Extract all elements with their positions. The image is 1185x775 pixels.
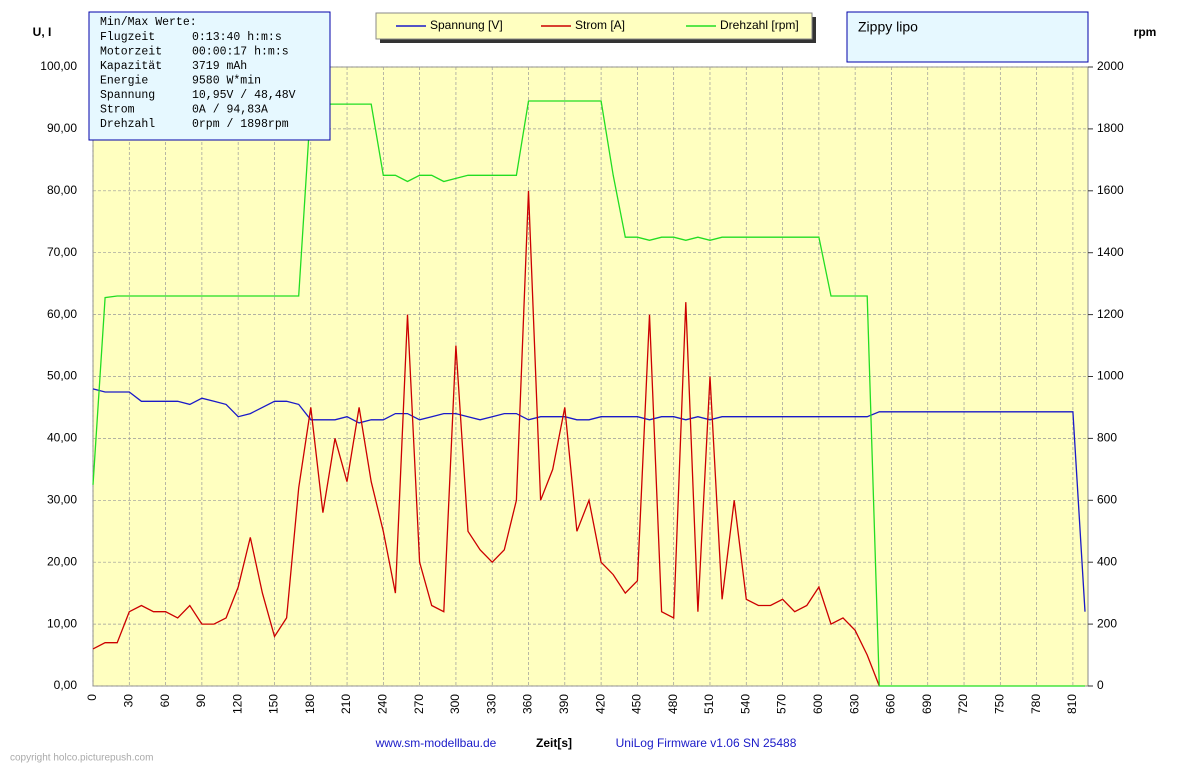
x-tick-label: 750 bbox=[992, 694, 1006, 714]
series-line bbox=[92, 388, 1086, 612]
legend-label: Drehzahl [rpm] bbox=[720, 18, 799, 32]
copyright: copyright holco.picturepush.com bbox=[10, 753, 153, 764]
info-value: 10,95V / 48,48V bbox=[192, 89, 296, 102]
title-box bbox=[846, 11, 1089, 63]
info-value: 9580 W*min bbox=[192, 75, 261, 88]
y-tick-label: 50,00 bbox=[47, 369, 77, 383]
x-tick-label: 480 bbox=[666, 694, 680, 714]
x-tick-label: 720 bbox=[956, 694, 970, 714]
y-tick-label: 10,00 bbox=[47, 616, 77, 630]
info-label: Energie bbox=[100, 75, 148, 88]
y2-tick-label: 1800 bbox=[1097, 121, 1124, 135]
info-label: Spannung bbox=[100, 89, 155, 102]
y2-tick-label: 1600 bbox=[1097, 183, 1124, 197]
y-tick-label: 100,00 bbox=[40, 59, 77, 73]
y2-tick-label: 400 bbox=[1097, 554, 1117, 568]
y2-tick-label: 1400 bbox=[1097, 245, 1124, 259]
x-tick-label: 360 bbox=[521, 694, 535, 714]
info-value: 00:00:17 h:m:s bbox=[192, 46, 289, 59]
x-tick-label: 810 bbox=[1065, 694, 1079, 714]
info-label: Drehzahl bbox=[100, 118, 155, 131]
x-tick-label: 510 bbox=[702, 694, 716, 714]
y-axis-label: U, I bbox=[33, 25, 52, 39]
y-tick-label: 70,00 bbox=[47, 245, 77, 259]
info-value: 0A / 94,83A bbox=[192, 104, 268, 117]
y2-tick-label: 200 bbox=[1097, 616, 1117, 630]
x-tick-label: 600 bbox=[811, 694, 825, 714]
y-tick-label: 40,00 bbox=[47, 431, 77, 445]
y2-tick-label: 2000 bbox=[1097, 59, 1124, 73]
y-tick-label: 30,00 bbox=[47, 492, 77, 506]
info-title: Min/Max Werte: bbox=[100, 16, 197, 29]
y2-axis-label: rpm bbox=[1134, 25, 1157, 39]
footer-left: www.sm-modellbau.de bbox=[375, 736, 497, 750]
info-label: Strom bbox=[100, 104, 135, 117]
legend-label: Strom [A] bbox=[575, 18, 625, 32]
x-tick-label: 420 bbox=[593, 694, 607, 714]
x-tick-label: 120 bbox=[230, 694, 244, 714]
x-tick-label: 690 bbox=[920, 694, 934, 714]
x-tick-label: 390 bbox=[557, 694, 571, 714]
info-label: Flugzeit bbox=[100, 31, 155, 44]
series-line bbox=[92, 100, 1085, 687]
info-label: Motorzeit bbox=[100, 46, 162, 59]
y2-tick-label: 0 bbox=[1097, 678, 1104, 692]
x-tick-label: 30 bbox=[121, 694, 135, 708]
x-tick-label: 540 bbox=[738, 694, 752, 714]
info-value: 0rpm / 1898rpm bbox=[192, 118, 289, 131]
y-tick-label: 60,00 bbox=[47, 307, 77, 321]
y-tick-label: 90,00 bbox=[47, 121, 77, 135]
y-tick-label: 20,00 bbox=[47, 554, 77, 568]
legend bbox=[375, 12, 813, 40]
x-tick-label: 660 bbox=[884, 694, 898, 714]
x-tick-label: 180 bbox=[303, 694, 317, 714]
info-value: 3719 mAh bbox=[192, 60, 247, 73]
y2-tick-label: 1000 bbox=[1097, 369, 1124, 383]
legend-label: Spannung [V] bbox=[430, 18, 503, 32]
y-tick-label: 0,00 bbox=[54, 678, 78, 692]
info-value: 0:13:40 h:m:s bbox=[192, 31, 282, 44]
y2-tick-label: 600 bbox=[1097, 492, 1117, 506]
chart-title: Zippy lipo bbox=[858, 19, 918, 35]
x-tick-label: 0 bbox=[85, 694, 99, 701]
info-box bbox=[88, 11, 331, 141]
x-tick-label: 240 bbox=[376, 694, 390, 714]
x-axis-label: Zeit[s] bbox=[536, 736, 572, 750]
y-tick-label: 80,00 bbox=[47, 183, 77, 197]
x-tick-label: 630 bbox=[847, 694, 861, 714]
x-tick-label: 210 bbox=[339, 694, 353, 714]
series-line bbox=[92, 190, 880, 687]
x-tick-label: 60 bbox=[158, 694, 172, 708]
x-tick-label: 270 bbox=[412, 694, 426, 714]
x-tick-label: 150 bbox=[267, 694, 281, 714]
info-label: Kapazität bbox=[100, 60, 162, 73]
x-tick-label: 450 bbox=[630, 694, 644, 714]
x-tick-label: 780 bbox=[1029, 694, 1043, 714]
y2-tick-label: 1200 bbox=[1097, 307, 1124, 321]
x-tick-label: 570 bbox=[775, 694, 789, 714]
footer-right: UniLog Firmware v1.06 SN 25488 bbox=[616, 736, 797, 750]
x-tick-label: 300 bbox=[448, 694, 462, 714]
x-tick-label: 330 bbox=[484, 694, 498, 714]
x-tick-label: 90 bbox=[194, 694, 208, 708]
y2-tick-label: 800 bbox=[1097, 431, 1117, 445]
